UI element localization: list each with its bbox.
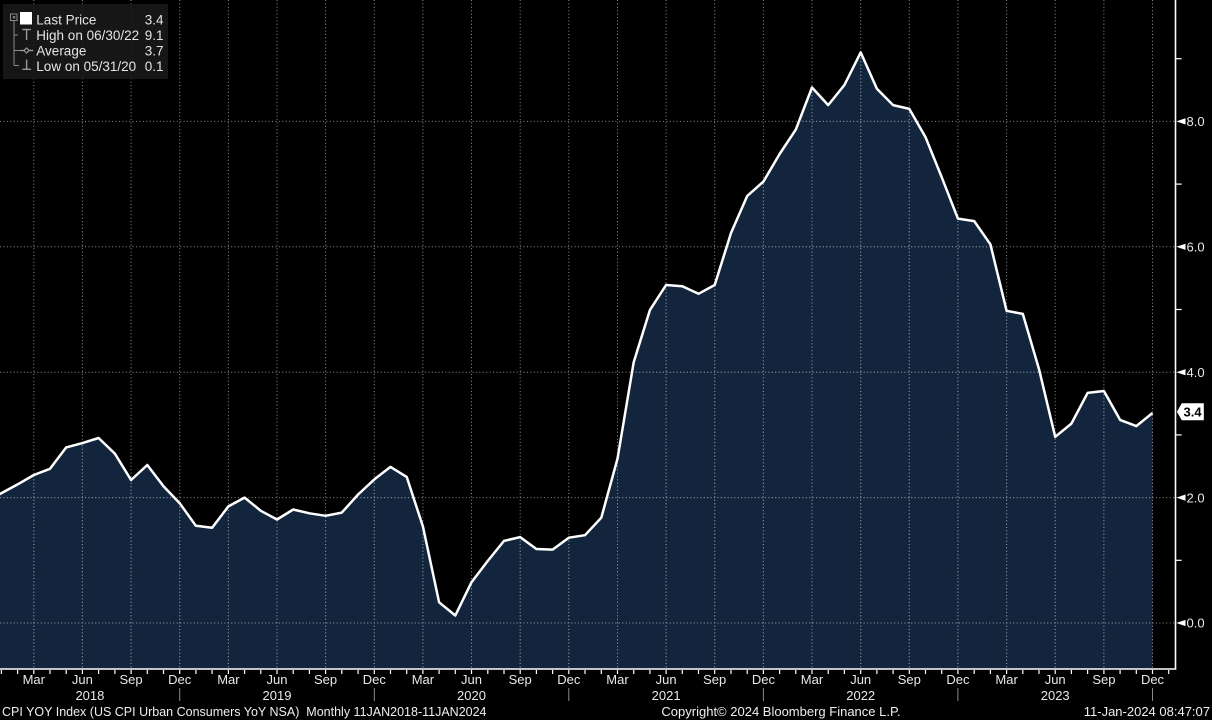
svg-text:2018: 2018 — [75, 688, 104, 703]
svg-text:Jun: Jun — [656, 672, 677, 687]
svg-text:Jun: Jun — [72, 672, 93, 687]
svg-text:Sep: Sep — [898, 672, 921, 687]
svg-text:9.1: 9.1 — [145, 28, 164, 43]
svg-text:Dec: Dec — [363, 672, 387, 687]
svg-text:6.0: 6.0 — [1187, 240, 1205, 255]
svg-text:2023: 2023 — [1041, 688, 1070, 703]
svg-text:Sep: Sep — [509, 672, 532, 687]
svg-text:2021: 2021 — [652, 688, 681, 703]
svg-text:Dec: Dec — [946, 672, 970, 687]
svg-text:Jun: Jun — [267, 672, 288, 687]
svg-text:Last Price: Last Price — [36, 13, 96, 28]
svg-text:2.0: 2.0 — [1187, 490, 1205, 505]
svg-text:CPI YOY Index (US CPI Urban Co: CPI YOY Index (US CPI Urban Consumers Yo… — [2, 705, 487, 719]
svg-text:2022: 2022 — [846, 688, 875, 703]
svg-text:3.7: 3.7 — [145, 44, 164, 59]
svg-text:0.1: 0.1 — [145, 59, 164, 74]
svg-text:2020: 2020 — [457, 688, 486, 703]
svg-text:Sep: Sep — [120, 672, 143, 687]
svg-text:High on 06/30/22: High on 06/30/22 — [36, 28, 139, 43]
svg-text:Jun: Jun — [1045, 672, 1066, 687]
svg-text:11-Jan-2024 08:47:07: 11-Jan-2024 08:47:07 — [1084, 704, 1210, 719]
svg-text:Mar: Mar — [412, 672, 435, 687]
svg-text:Copyright© 2024 Bloomberg Fina: Copyright© 2024 Bloomberg Finance L.P. — [661, 704, 900, 719]
svg-text:Average: Average — [36, 44, 86, 59]
svg-text:Dec: Dec — [557, 672, 581, 687]
svg-text:3.4: 3.4 — [145, 13, 164, 28]
svg-text:Sep: Sep — [314, 672, 337, 687]
svg-text:Sep: Sep — [703, 672, 726, 687]
svg-text:Mar: Mar — [801, 672, 824, 687]
svg-text:Mar: Mar — [995, 672, 1018, 687]
svg-text:Sep: Sep — [1092, 672, 1115, 687]
svg-text:4.0: 4.0 — [1187, 365, 1205, 380]
svg-text:Dec: Dec — [1141, 672, 1165, 687]
svg-text:Low on 05/31/20: Low on 05/31/20 — [36, 59, 136, 74]
svg-text:Jun: Jun — [850, 672, 871, 687]
svg-text:0.0: 0.0 — [1187, 616, 1205, 631]
svg-text:2019: 2019 — [263, 688, 292, 703]
svg-text:Dec: Dec — [168, 672, 192, 687]
svg-text:Mar: Mar — [606, 672, 629, 687]
svg-text:Dec: Dec — [752, 672, 776, 687]
svg-text:Mar: Mar — [23, 672, 46, 687]
svg-text:8.0: 8.0 — [1187, 114, 1205, 129]
svg-text:3.4: 3.4 — [1184, 405, 1203, 420]
svg-text:Jun: Jun — [461, 672, 482, 687]
svg-text:Mar: Mar — [217, 672, 240, 687]
